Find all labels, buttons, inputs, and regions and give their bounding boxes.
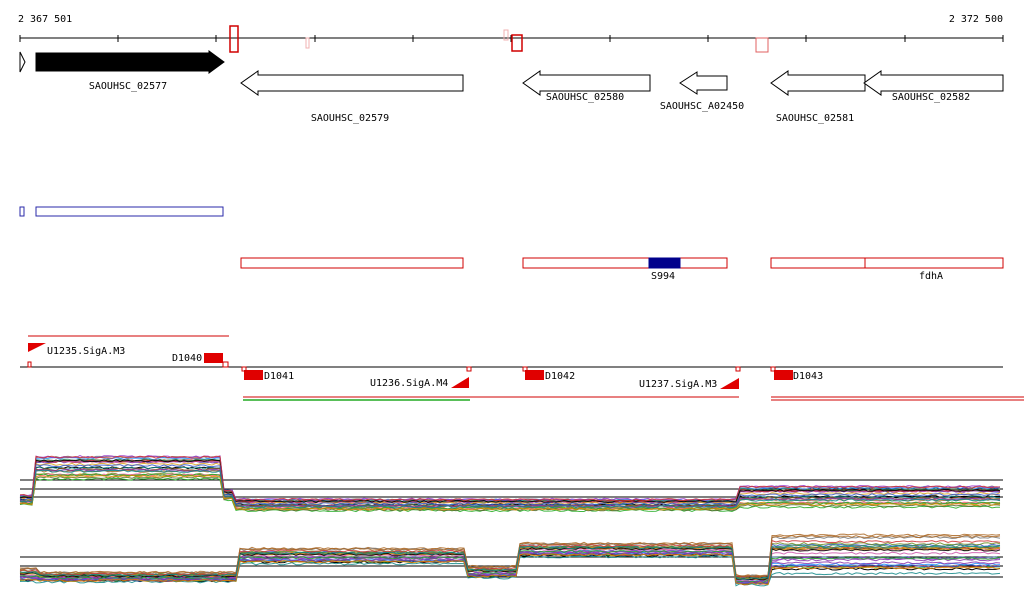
gene-arrow-saouhsc-02577[interactable] [35, 50, 225, 74]
gene-arrow-saouhsc-02581[interactable] [770, 70, 866, 96]
expression-panel-upper [19, 455, 1003, 513]
gene-arrow-saouhsc-02582[interactable] [863, 70, 1004, 96]
gene-label-saouhsc-02580: SAOUHSC_02580 [546, 92, 624, 103]
gene-label-saouhsc-02581: SAOUHSC_02581 [776, 113, 854, 124]
transcript-label-u1236: U1236.SigA.M4 [370, 378, 448, 389]
partial-gene-arrow[interactable] [19, 51, 26, 73]
terminator-d1043[interactable] [774, 370, 793, 380]
expression-trace [19, 468, 1001, 508]
gene-track: SAOUHSC_02577 SAOUHSC_02579 SAOUHSC_0258… [19, 50, 1004, 124]
expression-trace [19, 473, 1001, 511]
blue-feature-small[interactable] [19, 206, 25, 217]
s994-label: S994 [651, 271, 675, 282]
blue-feature-02577[interactable] [35, 206, 224, 217]
transcript-label-d1043: D1043 [793, 371, 823, 382]
terminator-d1042[interactable] [525, 370, 544, 380]
terminator-d1040[interactable] [204, 353, 223, 363]
expression-panel-lower [19, 533, 1003, 587]
expression-trace [19, 455, 1001, 502]
ruler-markers [229, 25, 769, 53]
terminator-d1041[interactable] [244, 370, 263, 380]
gene-arrow-saouhsc-02579[interactable] [240, 70, 464, 96]
expression-trace [19, 469, 1001, 509]
end-coordinate: 2 372 500 [949, 14, 1003, 25]
red-feature-02580[interactable] [522, 257, 728, 269]
blue-feature-track [19, 206, 224, 217]
gene-arrow-saouhsc-02580[interactable] [522, 70, 651, 96]
expression-trace [19, 555, 1001, 587]
red-feature-02581-02582[interactable] [770, 257, 1004, 269]
s994-feature[interactable] [648, 257, 681, 269]
expression-trace [19, 464, 1001, 506]
transcript-label-d1041: D1041 [264, 371, 294, 382]
red-feature-02579[interactable] [240, 257, 464, 269]
gene-label-saouhsc-02582: SAOUHSC_02582 [892, 92, 970, 103]
expression-trace [19, 539, 1001, 578]
expression-trace [19, 553, 1001, 586]
coordinate-ruler: 2 367 501 2 372 500 [18, 14, 1004, 53]
red-feature-track: S994 fdhA [240, 257, 1004, 282]
transcript-track: U1235.SigA.M3 D1040 D1041 U1236.SigA.M4 … [20, 335, 1024, 401]
expression-trace [19, 466, 1001, 507]
transcript-label-d1040: D1040 [172, 353, 202, 364]
fdha-label: fdhA [919, 271, 943, 282]
transcript-label-u1235: U1235.SigA.M3 [47, 346, 125, 357]
tss-marker-u1237[interactable] [720, 378, 739, 389]
tss-marker-u1236[interactable] [451, 377, 469, 388]
expression-trace [19, 459, 1001, 504]
transcript-label-d1042: D1042 [545, 371, 575, 382]
expression-trace [19, 545, 1001, 580]
gene-label-saouhsc-02577: SAOUHSC_02577 [89, 81, 167, 92]
gene-label-saouhsc-a02450: SAOUHSC_A02450 [660, 101, 744, 112]
gene-label-saouhsc-02579: SAOUHSC_02579 [311, 113, 389, 124]
expression-trace [19, 551, 1001, 584]
gene-arrow-saouhsc-a02450[interactable] [679, 71, 728, 95]
start-coordinate: 2 367 501 [18, 14, 72, 25]
transcript-label-u1237: U1237.SigA.M3 [639, 379, 717, 390]
expression-trace [19, 474, 1001, 511]
tss-marker-u1235[interactable] [28, 343, 46, 352]
expression-trace [19, 534, 1001, 578]
